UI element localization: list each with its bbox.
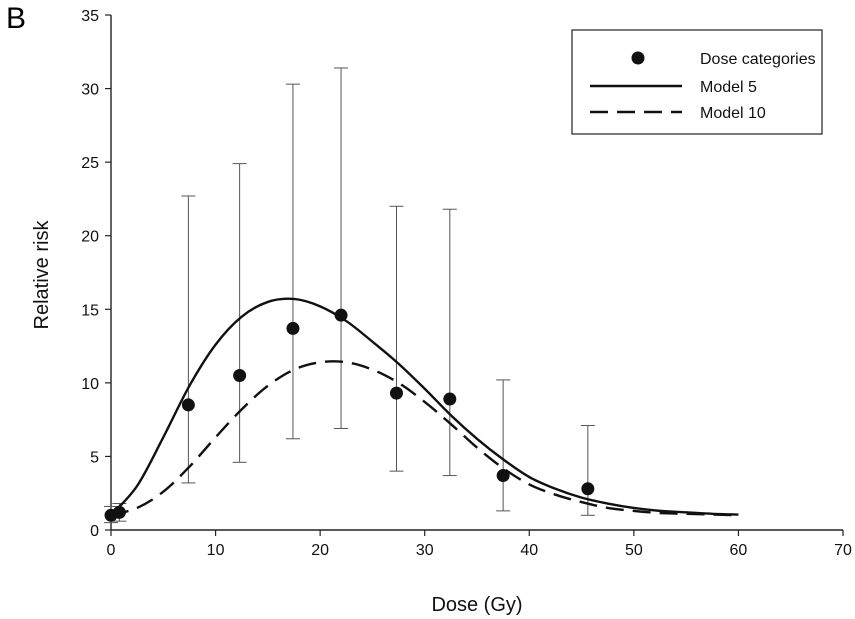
x-tick-label: 30: [416, 542, 434, 559]
x-tick-label: 70: [834, 542, 852, 559]
legend: Dose categories Model 5 Model 10: [571, 29, 823, 135]
data-points: [104, 308, 595, 522]
dose-category-point: [286, 321, 300, 335]
dose-category-point: [496, 469, 510, 483]
model-lines: [110, 297, 739, 517]
legend-box: [571, 29, 823, 135]
y-tick-label: 20: [81, 229, 99, 246]
x-tick-label: 20: [311, 542, 329, 559]
x-tick-label: 40: [520, 542, 538, 559]
y-tick-label: 10: [81, 376, 99, 393]
axes: 0 10 20 30 40 50 60 70 0 5 10 15 20 25 30 35: [81, 8, 852, 559]
y-tick-label: 25: [81, 155, 99, 172]
x-tick-label: 10: [207, 542, 225, 559]
x-axis-label: Dose (Gy): [431, 594, 522, 616]
dose-category-point: [233, 369, 247, 382]
x-tick-label: 60: [730, 542, 748, 559]
y-tick-label: 35: [81, 8, 99, 25]
dose-category-point: [443, 392, 457, 406]
panel-label: B: [6, 2, 27, 35]
x-tick-label: 0: [107, 542, 116, 559]
dose-category-point: [181, 398, 195, 412]
dose-category-point: [389, 386, 403, 400]
y-tick-label: 5: [90, 449, 99, 466]
legend-marker-dose-categories: [631, 51, 645, 65]
y-tick-label: 0: [90, 523, 99, 540]
legend-label: Model 10: [700, 105, 766, 122]
y-tick-label: 15: [81, 302, 99, 319]
dose-category-point: [334, 308, 348, 322]
legend-label: Dose categories: [700, 51, 816, 68]
error-bars: [104, 67, 595, 524]
legend-label: Model 5: [700, 79, 757, 96]
model-10-line: [110, 360, 739, 517]
model-5-line: [110, 297, 739, 517]
dose-category-point: [581, 482, 595, 496]
y-axis-label: Relative risk: [31, 220, 53, 330]
x-tick-label: 50: [625, 542, 643, 559]
y-tick-label: 30: [81, 82, 99, 99]
dose-category-point: [112, 505, 126, 519]
